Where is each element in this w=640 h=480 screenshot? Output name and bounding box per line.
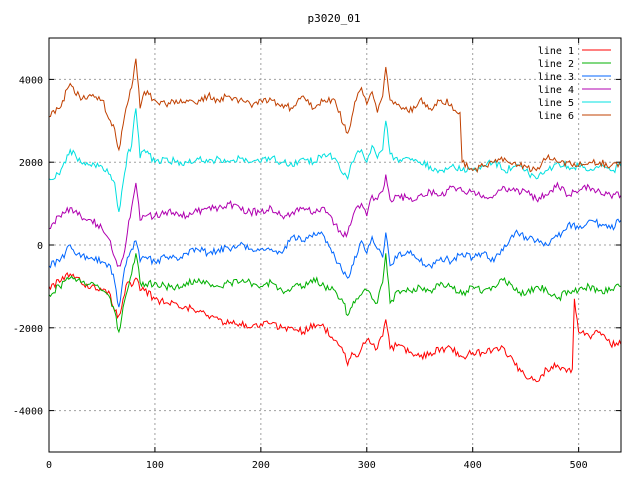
y-tick-label: -2000: [13, 324, 43, 335]
legend: line 1 line 2 line 3 line 4 line 5 line 6: [538, 46, 611, 122]
legend-label-5: line 5: [538, 98, 574, 109]
legend-label-4: line 4: [538, 85, 574, 96]
legend-label-3: line 3: [538, 72, 574, 83]
chart-title: p3020_01: [308, 12, 361, 25]
series-line-5: [48, 108, 622, 213]
tick-labels: 0 100 200 300 400 500 -4000 -2000 0 2000 4000: [13, 75, 588, 471]
y-tick-label: 2000: [19, 158, 43, 169]
plot-series: [48, 58, 622, 383]
plot-frame: [48, 37, 622, 453]
x-tick-label: 200: [252, 460, 270, 471]
y-tick-label: 4000: [19, 75, 43, 86]
y-tick-label: 0: [37, 241, 43, 252]
legend-label-2: line 2: [538, 59, 574, 70]
series-line-1: [48, 272, 622, 383]
series-line-2: [48, 253, 622, 334]
series-line-3: [48, 218, 622, 308]
legend-label-6: line 6: [538, 111, 574, 122]
x-tick-label: 0: [46, 460, 52, 471]
series-line-6: [48, 58, 622, 174]
y-tick-label: -4000: [13, 407, 43, 418]
legend-label-1: line 1: [538, 46, 574, 57]
x-tick-label: 500: [570, 460, 588, 471]
grid-lines: [48, 38, 621, 452]
x-tick-label: 400: [464, 460, 482, 471]
series-line-4: [48, 174, 622, 267]
x-tick-label: 300: [358, 460, 376, 471]
x-tick-label: 100: [146, 460, 164, 471]
